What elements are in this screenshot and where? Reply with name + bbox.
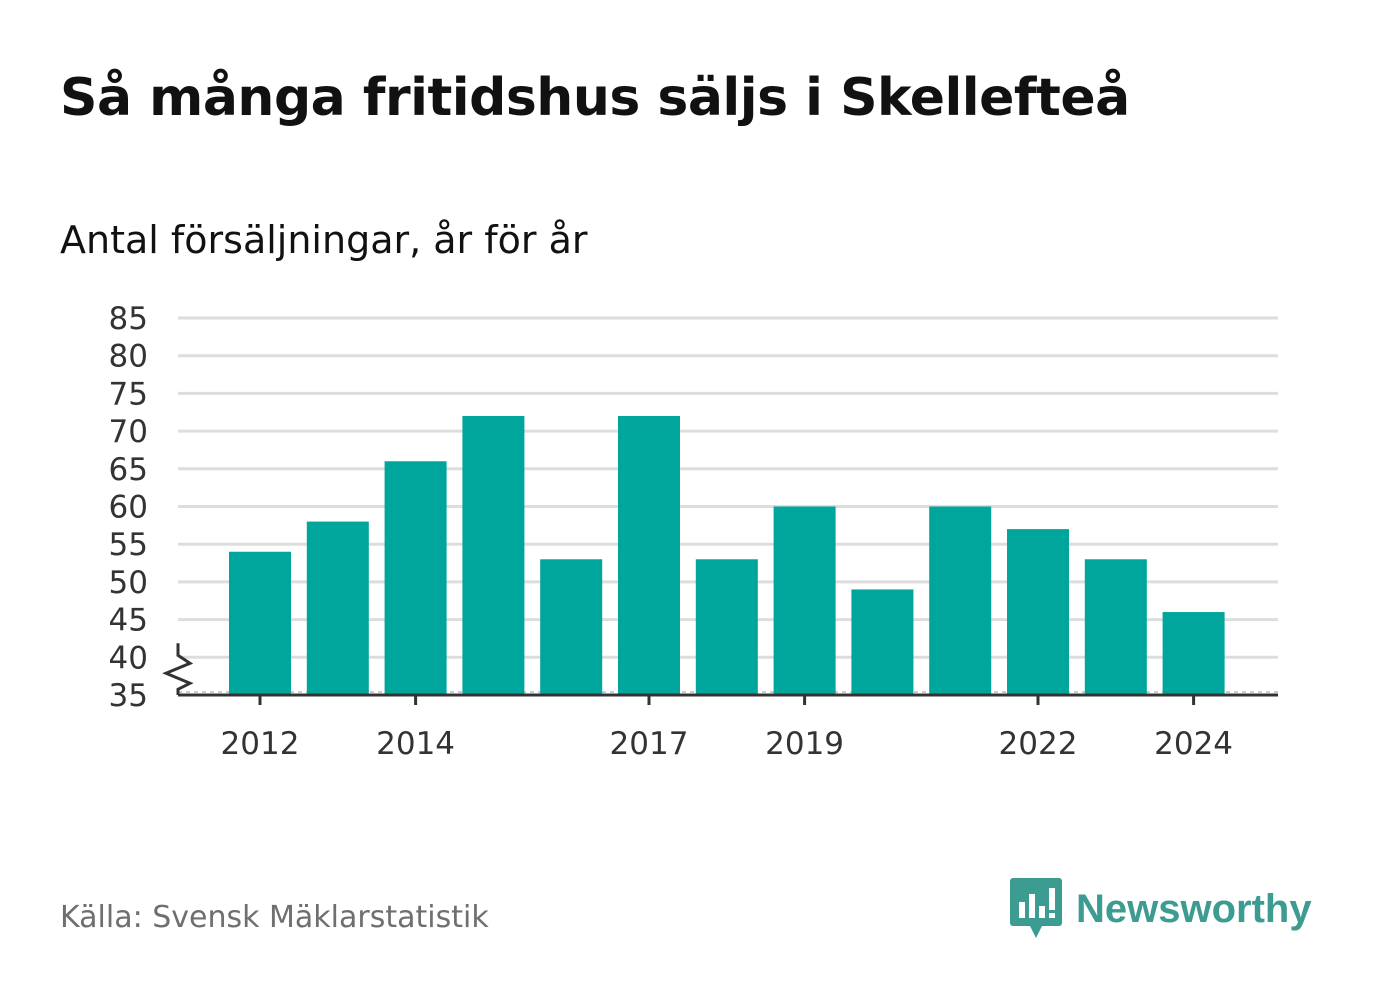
bar [540, 559, 603, 695]
y-tick-label: 80 [109, 339, 148, 375]
bar [462, 416, 525, 695]
x-tick-label: 2019 [765, 726, 844, 762]
x-tick-label: 2012 [221, 726, 300, 762]
x-axis [162, 643, 1278, 697]
x-tick-label: 2024 [1154, 726, 1233, 762]
y-tick-label: 40 [109, 640, 148, 676]
x-tick-label: 2014 [376, 726, 455, 762]
y-tick-label: 70 [109, 414, 148, 450]
x-tick-label: 2022 [999, 726, 1078, 762]
y-tick-label: 35 [109, 678, 148, 714]
chart-subtitle: Antal försäljningar, år för år [60, 218, 588, 262]
y-tick-label: 60 [109, 490, 148, 526]
brand-name: Newsworthy [1076, 886, 1312, 931]
x-axis-ticks: 2012 2014 2017 2019 2022 2024 [221, 695, 1233, 762]
brand-logo[interactable]: Newsworthy [1010, 878, 1312, 940]
newsworthy-logo-icon [1010, 878, 1062, 938]
bar [618, 416, 680, 695]
y-tick-label: 75 [109, 376, 148, 412]
y-tick-label: 55 [109, 527, 148, 563]
bar [229, 551, 291, 695]
bar [773, 506, 836, 695]
bar [384, 461, 447, 695]
bar [1007, 529, 1069, 695]
bar [306, 521, 369, 695]
source-note: Källa: Svensk Mäklarstatistik [60, 900, 489, 935]
y-tick-label: 45 [109, 603, 148, 639]
chart-title: Så många fritidshus säljs i Skellefteå [60, 68, 1130, 128]
bar [1084, 559, 1147, 695]
y-axis-break-icon [162, 643, 194, 695]
bar [929, 506, 992, 695]
bar [695, 559, 758, 695]
x-tick-label: 2017 [610, 726, 689, 762]
y-tick-label: 65 [109, 452, 148, 488]
y-tick-label: 50 [109, 565, 148, 601]
bar [851, 589, 914, 695]
y-tick-label: 85 [109, 301, 148, 337]
bars [229, 416, 1225, 695]
bar [1162, 612, 1225, 695]
